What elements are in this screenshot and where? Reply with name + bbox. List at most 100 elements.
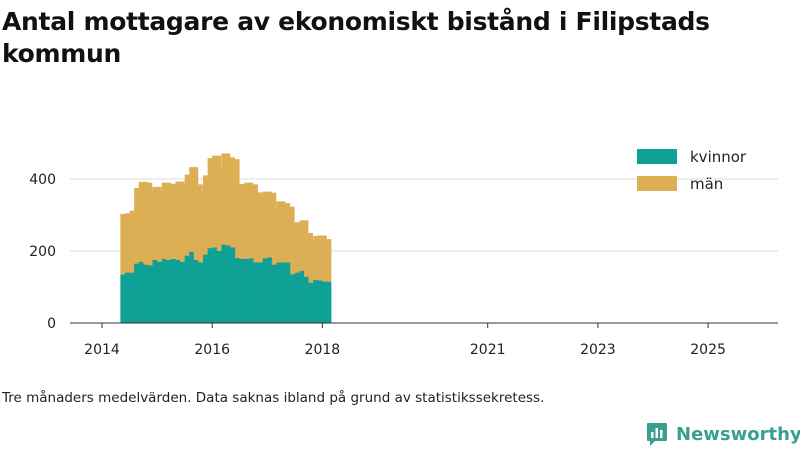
bar-kvinnor <box>285 262 295 323</box>
x-tick-label: 2016 <box>194 342 230 358</box>
bar-man <box>235 185 245 259</box>
x-tick-label: 2023 <box>580 342 616 358</box>
bars <box>120 153 332 323</box>
y-tick-label: 400 <box>29 172 56 188</box>
bar-kvinnor <box>271 264 281 323</box>
bar-man <box>285 206 295 263</box>
bar-kvinnor <box>138 261 148 323</box>
bar-kvinnor <box>193 260 203 323</box>
bar-kvinnor <box>299 270 309 323</box>
bar-man <box>294 222 304 273</box>
bar-man <box>170 185 180 259</box>
bar-kvinnor <box>212 247 222 323</box>
bar-man <box>230 159 240 248</box>
bar-man <box>147 192 157 266</box>
bar-man <box>304 233 314 277</box>
bar-man <box>267 192 277 258</box>
bar-kvinnor <box>230 247 240 323</box>
x-tick-label: 2025 <box>690 342 726 358</box>
bar-man <box>138 181 148 262</box>
bar-kvinnor <box>267 257 277 323</box>
bar-man <box>161 182 171 259</box>
chart-title: Antal mottagare av ekonomiskt bistånd i … <box>2 7 710 68</box>
bar-kvinnor <box>129 272 139 323</box>
y-axis-ticks: 0 200 400 <box>29 172 56 332</box>
bar-man <box>189 167 199 252</box>
bar-kvinnor <box>216 251 226 323</box>
bar-man <box>216 167 226 251</box>
bar-man <box>175 181 185 260</box>
bar-man <box>120 213 130 275</box>
brand-name: Newsworthy <box>676 423 800 445</box>
bar-man <box>244 182 254 259</box>
bar-kvinnor <box>262 258 272 323</box>
bar-kvinnor <box>290 274 300 323</box>
bar-man <box>157 190 167 262</box>
bar-man <box>308 241 318 283</box>
bar-kvinnor <box>308 282 318 323</box>
bar-kvinnor <box>161 258 171 323</box>
bar-man <box>281 203 291 263</box>
bar-man <box>124 213 134 273</box>
bar-kvinnor <box>258 262 268 323</box>
bar-kvinnor <box>276 262 286 323</box>
bar-kvinnor <box>120 274 130 323</box>
bar-kvinnor <box>221 244 231 323</box>
bar-man <box>198 193 208 263</box>
bar-man <box>129 210 139 273</box>
bar-man <box>180 185 190 262</box>
y-tick-label: 200 <box>29 244 56 260</box>
bar-kvinnor <box>248 258 258 323</box>
bar-man <box>313 235 323 280</box>
bar-man <box>166 183 176 260</box>
legend: kvinnor män <box>637 148 747 193</box>
bar-kvinnor <box>304 276 314 323</box>
bar-man <box>203 175 213 255</box>
bar-kvinnor <box>235 258 245 323</box>
x-axis-ticks: 2014 2016 2018 2021 2023 2025 <box>84 323 726 358</box>
legend-label-kvinnor: kvinnor <box>690 148 747 166</box>
x-tick-label: 2021 <box>470 342 506 358</box>
bar-man <box>258 194 268 263</box>
bar-man <box>253 192 263 263</box>
x-tick-label: 2014 <box>84 342 120 358</box>
bar-man <box>184 174 194 256</box>
legend-label-man: män <box>690 175 723 193</box>
bar-kvinnor <box>253 262 263 323</box>
bar-kvinnor <box>124 272 134 323</box>
bar-kvinnor <box>152 260 162 323</box>
bar-kvinnor <box>189 251 199 323</box>
bar-kvinnor <box>175 260 185 323</box>
bar-kvinnor <box>198 262 208 323</box>
bar-kvinnor <box>170 258 180 323</box>
chart-caption: Tre månaders medelvärden. Data saknas ib… <box>2 390 545 406</box>
bar-man <box>225 157 235 246</box>
bar-man <box>239 184 249 259</box>
bar-kvinnor <box>317 280 327 323</box>
bar-man <box>134 188 144 264</box>
bar-man <box>193 184 203 260</box>
bar-kvinnor <box>313 279 323 323</box>
bar-kvinnor <box>184 255 194 323</box>
bar-kvinnor <box>157 261 167 323</box>
bar-man <box>152 186 162 260</box>
bar-kvinnor <box>203 254 213 323</box>
bar-kvinnor <box>322 281 332 323</box>
bar-kvinnor <box>166 260 176 323</box>
bar-kvinnor <box>134 263 144 323</box>
newsworthy-brand[interactable]: Newsworthy <box>646 419 800 449</box>
y-tick-label: 0 <box>47 316 56 332</box>
bar-man <box>276 201 286 263</box>
bar-kvinnor <box>281 262 291 323</box>
bar-kvinnor <box>180 261 190 323</box>
legend-swatch-man <box>637 176 677 191</box>
bar-kvinnor <box>239 258 249 323</box>
bar-kvinnor <box>147 265 157 323</box>
bar-man <box>248 184 258 259</box>
bar-man <box>317 235 327 281</box>
bar-kvinnor <box>143 264 153 323</box>
bar-man <box>299 220 309 271</box>
x-tick-label: 2018 <box>305 342 341 358</box>
legend-swatch-kvinnor <box>637 149 677 164</box>
